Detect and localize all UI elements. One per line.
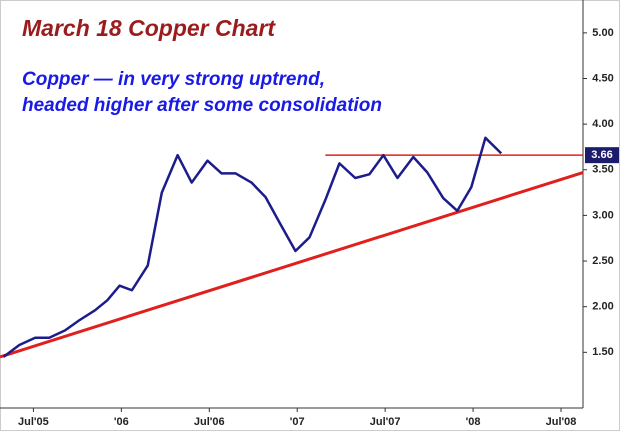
y-tick-label: 5.00 bbox=[592, 27, 613, 39]
price-line bbox=[2, 136, 503, 358]
y-tick-label: 2.50 bbox=[592, 255, 613, 267]
y-tick-label: 4.00 bbox=[592, 118, 613, 130]
subtitle: Copper — in very strong uptrend, bbox=[22, 69, 325, 90]
x-tick-label: Jul'05 bbox=[18, 416, 49, 428]
value-badge bbox=[585, 147, 619, 164]
x-tick-label: Jul'06 bbox=[194, 416, 225, 428]
y-tick-label: 3.00 bbox=[592, 209, 613, 221]
y-tick-label: 3.50 bbox=[592, 164, 613, 176]
subtitle: headed higher after some consolidation bbox=[22, 95, 382, 116]
x-tick-label: Jul'08 bbox=[546, 416, 577, 428]
x-tick-label: '07 bbox=[290, 416, 305, 428]
x-tick-label: '08 bbox=[466, 416, 481, 428]
y-tick-label: 1.50 bbox=[592, 346, 613, 358]
x-tick-label: '06 bbox=[114, 416, 129, 428]
x-tick-label: Jul'07 bbox=[370, 416, 401, 428]
trendline bbox=[0, 171, 584, 359]
chart-title: March 18 Copper Chart bbox=[22, 15, 276, 41]
y-tick-label: 4.50 bbox=[592, 72, 613, 84]
y-tick-label: 2.00 bbox=[592, 301, 613, 313]
value-badge-label: 3.66 bbox=[591, 149, 612, 161]
